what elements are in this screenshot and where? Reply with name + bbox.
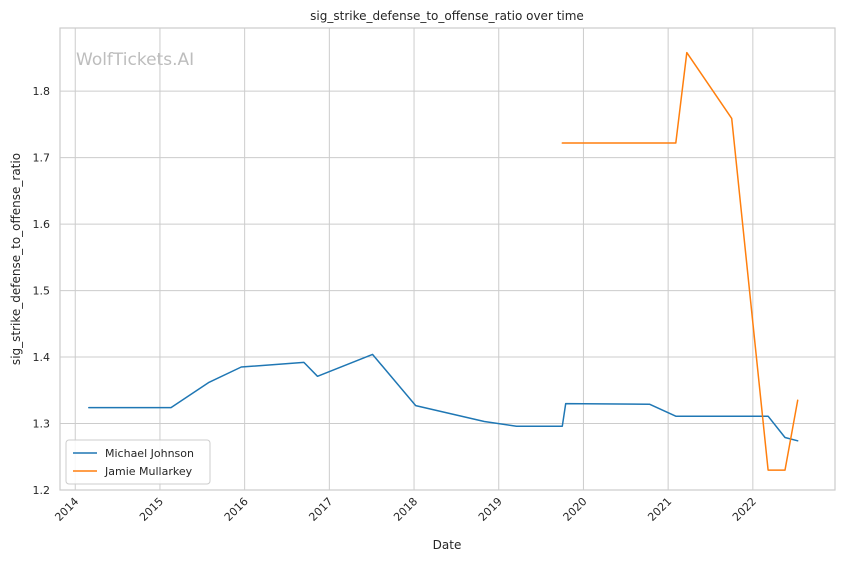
legend: Michael Johnson Jamie Mullarkey: [65, 439, 211, 485]
series-line-jamie-mullarkey: [561, 51, 799, 471]
x-tick-label: 2018: [391, 495, 420, 524]
legend-label-jamie-mullarkey: Jamie Mullarkey: [104, 465, 193, 478]
y-tick-label: 1.8: [33, 85, 51, 98]
series-line-michael-johnson: [88, 353, 799, 442]
legend-box: [65, 439, 211, 485]
chart-title: sig_strike_defense_to_offense_ratio over…: [310, 9, 584, 23]
x-tick-label: 2019: [476, 495, 505, 524]
y-tick-label: 1.3: [33, 418, 51, 431]
y-tick-label: 1.2: [33, 484, 51, 497]
x-tick-label: 2015: [137, 495, 166, 524]
x-tick-label: 2017: [306, 495, 335, 524]
x-tick-label: 2020: [561, 495, 590, 524]
y-tick-label: 1.6: [33, 218, 51, 231]
watermark: WolfTickets.AI: [76, 50, 194, 70]
x-tick-label: 2016: [222, 495, 251, 524]
x-tick-label: 2014: [52, 495, 81, 524]
y-tick-label: 1.7: [33, 152, 51, 165]
x-axis-label: Date: [433, 538, 462, 552]
y-tick-label: 1.4: [33, 351, 51, 364]
y-axis-ticks: 1.2 1.3 1.4 1.5 1.6 1.7 1.8: [33, 85, 51, 497]
series-layer: [88, 51, 799, 471]
plot-background: [60, 28, 835, 490]
plot-frame: [59, 27, 836, 491]
legend-label-michael-johnson: Michael Johnson: [105, 447, 194, 460]
y-axis-label: sig_strike_defense_to_offense_ratio: [9, 153, 23, 365]
x-axis-ticks: 2014 2015 2016 2017 2018 2019 2020 2021 2022: [52, 495, 759, 524]
x-tick-label: 2022: [730, 495, 759, 524]
x-tick-label: 2021: [645, 495, 674, 524]
y-tick-label: 1.5: [33, 285, 51, 298]
